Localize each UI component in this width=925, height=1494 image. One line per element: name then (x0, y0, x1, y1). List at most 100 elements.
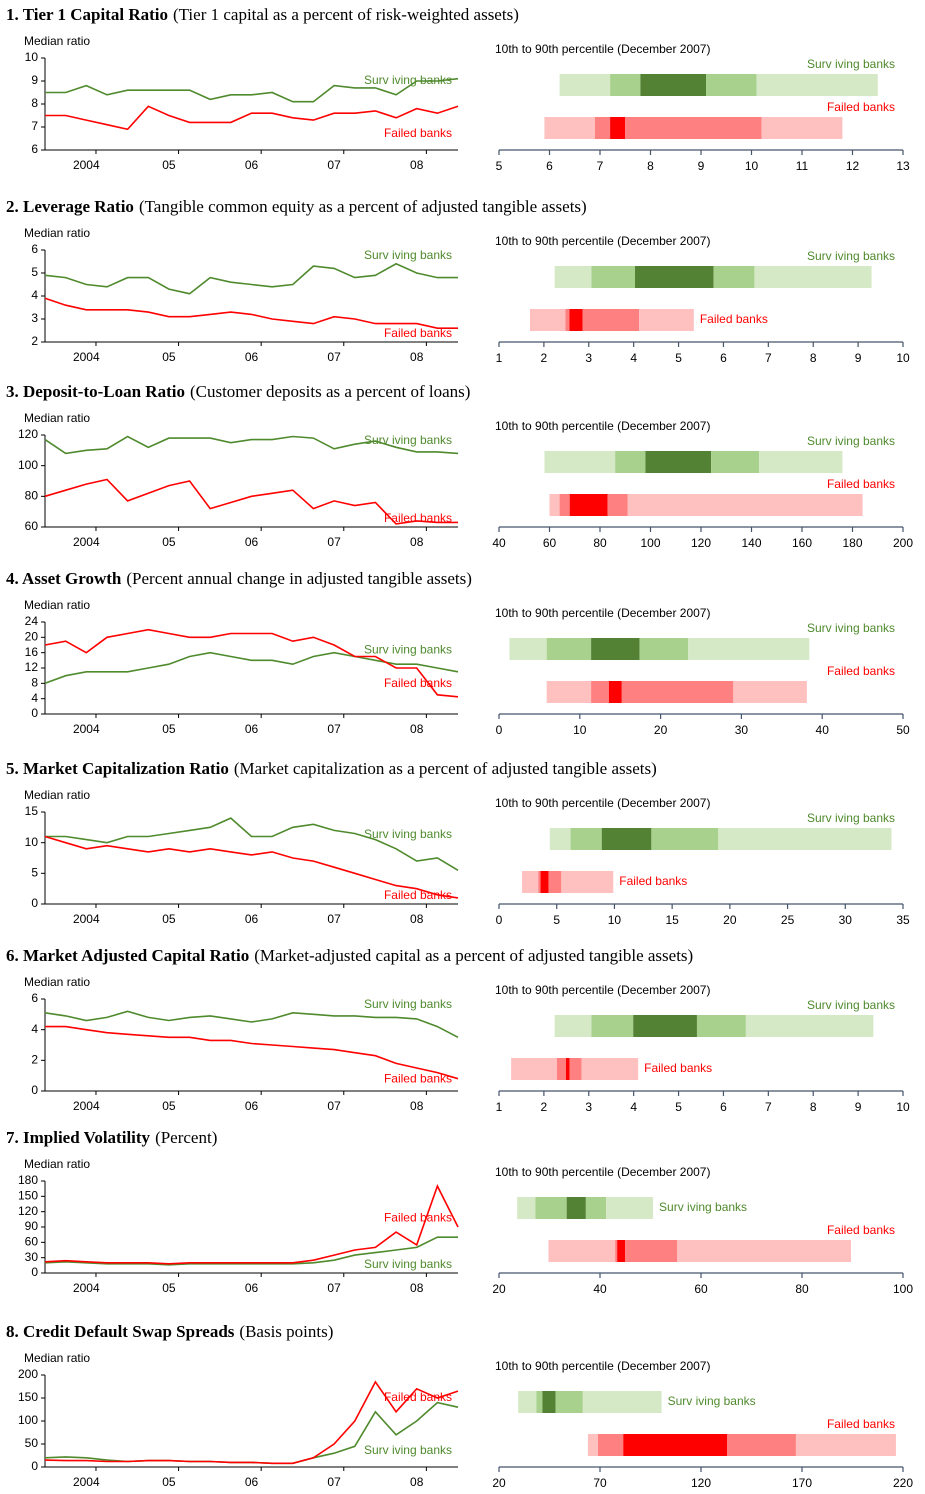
x-tick-label: 07 (327, 1475, 341, 1489)
y-axis-label: Median ratio (24, 1157, 90, 1171)
series-line (45, 105, 459, 131)
y-axis-label: Median ratio (24, 788, 90, 802)
percentile-segment (610, 74, 641, 96)
y-tick-label: 8 (31, 676, 38, 690)
y-tick-label: 0 (31, 1459, 38, 1473)
series-line (45, 817, 459, 871)
y-tick-label: 0 (31, 1083, 38, 1097)
percentile-segment (639, 309, 694, 331)
panel-title-note: (Market-adjusted capital as a percent of… (254, 946, 693, 965)
series-label: Surv iving banks (807, 434, 895, 448)
percentile-segment (727, 1434, 796, 1456)
series-label: Surv iving banks (364, 433, 452, 447)
y-axis-label: Median ratio (24, 1351, 90, 1365)
percentile-segment (582, 309, 640, 331)
x-tick-label: 4 (630, 1100, 637, 1114)
x-tick-label: 6 (720, 351, 727, 365)
percentile-segment (761, 117, 843, 139)
y-tick-label: 120 (18, 427, 38, 441)
y-tick-label: 4 (31, 1022, 38, 1036)
percentile-segment (594, 117, 611, 139)
y-tick-label: 100 (18, 1413, 38, 1427)
panel-title: 2. Leverage Ratio (Tangible common equity… (6, 197, 587, 216)
x-tick-label: 05 (162, 535, 176, 549)
x-tick-label: 08 (410, 350, 424, 364)
percentile-segment (559, 494, 570, 516)
x-tick-label: 20 (492, 1282, 506, 1296)
percentile-segment (582, 1391, 662, 1413)
percentile-segment (511, 1058, 557, 1080)
y-tick-label: 90 (25, 1219, 39, 1233)
percentile-segment (518, 1391, 537, 1413)
series-label: Failed banks (619, 874, 687, 888)
series-label: Surv iving banks (668, 1394, 756, 1408)
series-label: Surv iving banks (807, 811, 895, 825)
x-tick-label: 60 (694, 1282, 708, 1296)
panel-title-main: 1. Tier 1 Capital Ratio (6, 5, 168, 24)
x-tick-label: 20 (654, 723, 668, 737)
series-label: Surv iving banks (807, 621, 895, 635)
series-line (45, 1025, 459, 1080)
x-tick-label: 2004 (73, 1281, 100, 1295)
series-label: Failed banks (700, 312, 768, 326)
percentile-segment (536, 1391, 543, 1413)
y-tick-label: 30 (25, 1250, 39, 1264)
series-label: Failed banks (384, 1390, 452, 1404)
range-title: 10th to 90th percentile (December 2007) (495, 42, 710, 56)
series-line (44, 1236, 458, 1266)
percentile-segment (625, 117, 762, 139)
panel-title-main: 3. Deposit-to-Loan Ratio (6, 382, 185, 401)
x-tick-label: 30 (735, 723, 749, 737)
y-tick-label: 180 (18, 1173, 38, 1187)
series-label: Surv iving banks (364, 248, 452, 262)
x-tick-label: 20 (492, 1476, 506, 1490)
x-tick-label: 07 (327, 158, 341, 172)
percentile-segment (509, 638, 547, 660)
x-tick-label: 200 (893, 536, 913, 550)
panel-title: 1. Tier 1 Capital Ratio (Tier 1 capital a… (6, 5, 519, 24)
y-tick-label: 20 (25, 630, 39, 644)
x-tick-label: 25 (781, 913, 795, 927)
x-tick-label: 5 (675, 1100, 682, 1114)
percentile-segment (608, 681, 622, 703)
series-label: Failed banks (384, 326, 452, 340)
x-tick-label: 50 (896, 723, 910, 737)
percentile-segment (546, 638, 592, 660)
x-tick-label: 220 (893, 1476, 913, 1490)
x-tick-label: 40 (492, 536, 506, 550)
range-title: 10th to 90th percentile (December 2007) (495, 606, 710, 620)
x-tick-label: 13 (896, 159, 910, 173)
x-tick-label: 10 (745, 159, 759, 173)
series-label: Surv iving banks (364, 73, 452, 87)
series-label: Failed banks (827, 1223, 895, 1237)
x-tick-label: 07 (327, 722, 341, 736)
series-line (44, 835, 459, 899)
x-tick-label: 06 (245, 1475, 259, 1489)
x-tick-label: 60 (543, 536, 557, 550)
series-label: Surv iving banks (807, 998, 895, 1012)
range-title: 10th to 90th percentile (December 2007) (495, 419, 710, 433)
x-tick-label: 35 (896, 913, 910, 927)
x-tick-label: 06 (245, 535, 259, 549)
percentile-segment (566, 1197, 586, 1219)
x-tick-label: 9 (855, 351, 862, 365)
y-tick-label: 12 (25, 660, 39, 674)
x-tick-label: 170 (792, 1476, 812, 1490)
series-label: Surv iving banks (364, 642, 452, 656)
x-tick-label: 0 (496, 723, 503, 737)
x-tick-label: 7 (765, 351, 772, 365)
x-tick-label: 140 (741, 536, 761, 550)
percentile-segment (651, 828, 719, 850)
percentile-segment (617, 1240, 626, 1262)
x-tick-label: 2 (541, 351, 548, 365)
percentile-segment (625, 1240, 678, 1262)
x-tick-label: 05 (162, 158, 176, 172)
y-tick-label: 100 (18, 458, 38, 472)
percentile-segment (713, 266, 755, 288)
x-tick-label: 08 (410, 535, 424, 549)
x-tick-label: 80 (795, 1282, 809, 1296)
x-tick-label: 6 (546, 159, 553, 173)
y-tick-label: 6 (31, 242, 38, 256)
percentile-segment (585, 1197, 607, 1219)
